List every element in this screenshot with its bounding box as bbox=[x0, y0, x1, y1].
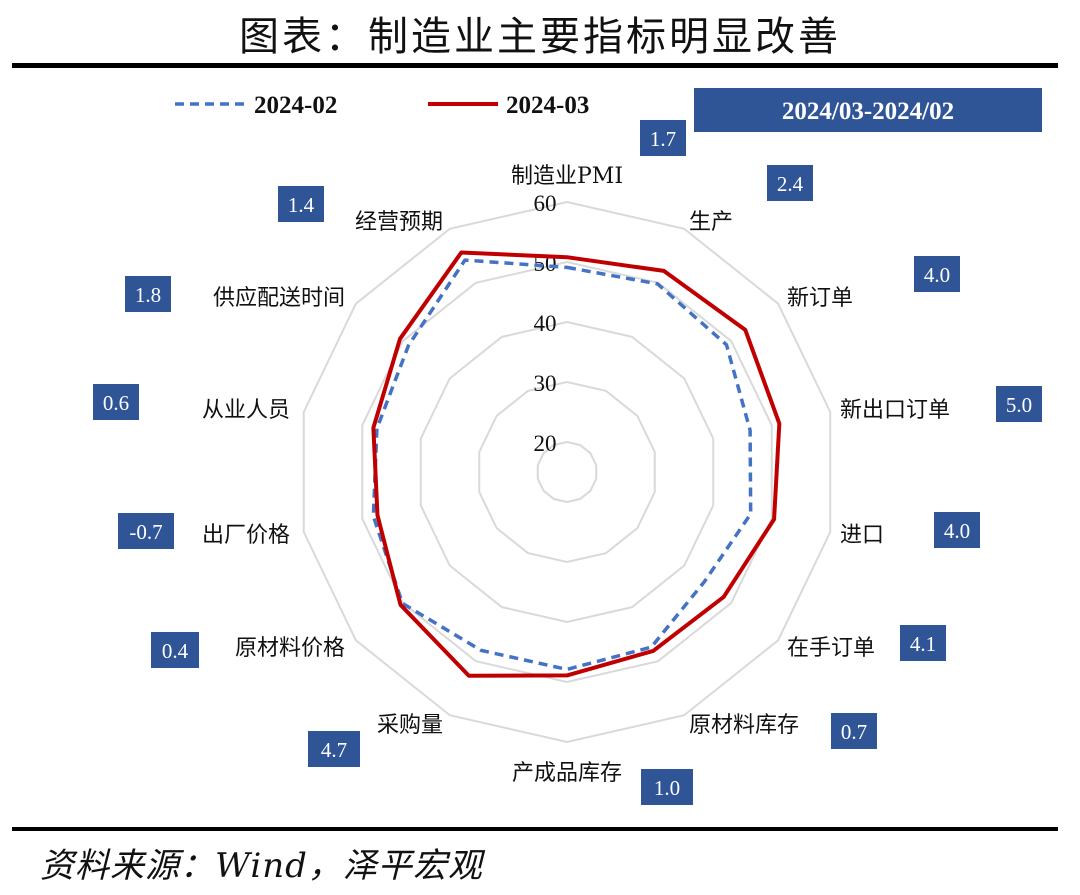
grid-ring-60 bbox=[302, 200, 832, 744]
diff-value: 4.0 bbox=[944, 519, 970, 543]
diff-value: 4.1 bbox=[910, 632, 936, 656]
chart-title: 图表：制造业主要指标明显改善 bbox=[239, 14, 841, 60]
category-label: 从业人员 bbox=[202, 398, 290, 423]
series-line-2024-03 bbox=[371, 250, 782, 678]
category-label: 出厂价格 bbox=[202, 523, 290, 548]
legend-label-2024-02: 2024-02 bbox=[254, 92, 337, 119]
diff-badge bbox=[914, 256, 960, 292]
grid-ring-20 bbox=[536, 440, 598, 504]
diff-value: 0.7 bbox=[841, 720, 867, 744]
diff-badge bbox=[125, 276, 171, 312]
category-label: 供应配送时间 bbox=[213, 286, 345, 311]
diff-header-box bbox=[694, 88, 1042, 132]
diff-badge bbox=[93, 384, 139, 420]
grid-ring-40 bbox=[419, 320, 715, 624]
tick-label: 30 bbox=[534, 371, 557, 396]
legend-label-2024-03: 2024-03 bbox=[506, 92, 589, 119]
category-label: 制造业PMI bbox=[511, 164, 623, 189]
diff-badge bbox=[934, 512, 980, 548]
category-label: 新出口订单 bbox=[840, 398, 950, 423]
category-label: 新订单 bbox=[787, 286, 853, 311]
category-label: 采购量 bbox=[377, 713, 443, 738]
diff-badge bbox=[151, 632, 199, 668]
diff-value: 4.0 bbox=[924, 263, 950, 287]
category-label: 生产 bbox=[689, 210, 733, 235]
grid bbox=[302, 200, 832, 744]
diff-badge bbox=[640, 120, 686, 156]
diff-badge bbox=[767, 165, 813, 201]
diff-value: 0.4 bbox=[162, 639, 189, 663]
legend: 2024-02 2024-03 bbox=[175, 92, 589, 119]
diff-header: 2024/03-2024/02 bbox=[694, 88, 1042, 132]
diff-value: 1.4 bbox=[288, 193, 315, 217]
tick-label: 40 bbox=[534, 311, 557, 336]
category-label: 经营预期 bbox=[355, 210, 443, 235]
diff-value: 0.6 bbox=[103, 391, 129, 415]
diff-value: 1.0 bbox=[654, 776, 680, 800]
tick-label: 60 bbox=[534, 191, 557, 216]
category-label: 原材料库存 bbox=[689, 713, 799, 738]
grid-ring-30 bbox=[478, 380, 656, 564]
tick-label: 20 bbox=[534, 431, 557, 456]
diff-badge bbox=[831, 713, 877, 749]
category-label: 进口 bbox=[840, 523, 884, 548]
diff-badge bbox=[641, 769, 693, 805]
category-label: 在手订单 bbox=[787, 636, 875, 661]
series-lines bbox=[371, 250, 782, 678]
top-rule bbox=[12, 63, 1058, 68]
diff-value: 4.7 bbox=[321, 738, 347, 762]
diff-value: 5.0 bbox=[1006, 393, 1032, 417]
diff-badge bbox=[118, 513, 174, 549]
category-label: 产成品库存 bbox=[512, 761, 622, 786]
diff-badge bbox=[900, 625, 946, 661]
diff-value: 2.4 bbox=[777, 172, 804, 196]
diff-badge bbox=[996, 386, 1042, 422]
bottom-rule bbox=[12, 827, 1058, 831]
series-line-2024-02 bbox=[371, 258, 753, 672]
diff-header-label: 2024/03-2024/02 bbox=[782, 98, 954, 125]
diff-badge bbox=[308, 731, 360, 767]
diff-badge bbox=[278, 186, 324, 222]
diff-value: 1.7 bbox=[650, 127, 676, 151]
source-note: 资料来源：Wind，泽平宏观 bbox=[40, 846, 483, 886]
diff-value: 1.8 bbox=[135, 283, 161, 307]
difference-badges: 1.7 2.4 4.0 5.0 4.0 4.1 0.7 1.0 4.7 0.4 -0.7 0.6 1.8… bbox=[93, 120, 1042, 805]
category-label: 原材料价格 bbox=[235, 636, 345, 661]
diff-value: -0.7 bbox=[129, 520, 162, 544]
